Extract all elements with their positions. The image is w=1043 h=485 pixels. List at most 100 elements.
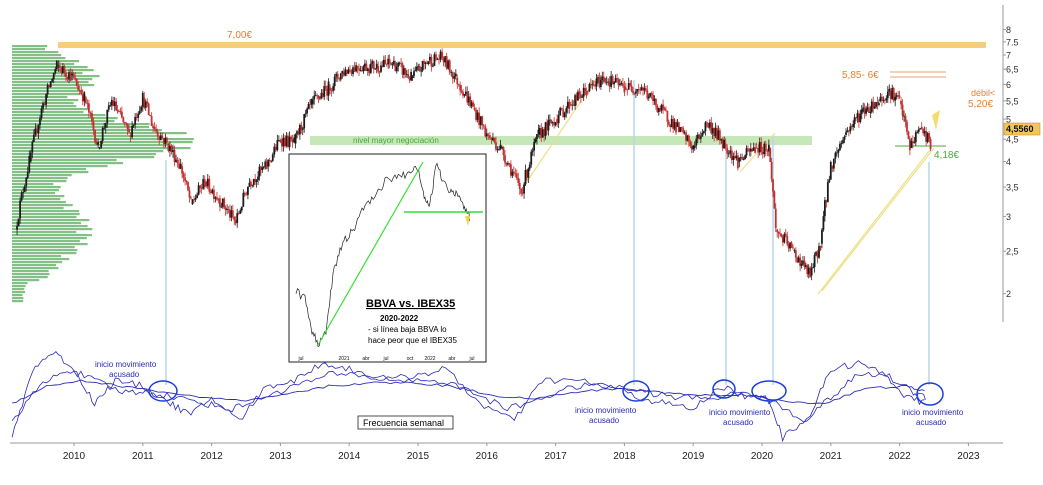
candle-body bbox=[776, 229, 779, 232]
volume-bar bbox=[12, 258, 70, 261]
candle-body bbox=[794, 250, 797, 258]
candle-body bbox=[633, 92, 636, 94]
candle-body bbox=[109, 105, 112, 107]
volume-bar bbox=[12, 273, 50, 276]
volume-bar bbox=[12, 213, 80, 216]
candle-body bbox=[837, 149, 840, 153]
candle-body bbox=[673, 122, 676, 129]
volume-bar bbox=[12, 111, 84, 114]
candle-body bbox=[917, 129, 920, 132]
volume-bar bbox=[12, 192, 56, 195]
candle-body bbox=[432, 65, 434, 67]
candle-body bbox=[646, 90, 649, 99]
candle-body bbox=[441, 51, 443, 58]
y-tick-label: 3,5 bbox=[1006, 183, 1019, 193]
candle-body bbox=[29, 152, 32, 162]
candle-body bbox=[57, 65, 60, 67]
candle-body bbox=[514, 173, 517, 175]
candle-body bbox=[387, 58, 390, 65]
candle-body bbox=[883, 100, 886, 102]
candle-body bbox=[319, 97, 321, 99]
candle-body bbox=[831, 166, 834, 169]
candle-body bbox=[578, 91, 581, 95]
candle-body bbox=[175, 159, 177, 163]
candle-body bbox=[150, 116, 153, 126]
candle-body bbox=[649, 92, 652, 97]
candle-body bbox=[301, 128, 304, 130]
volume-bar bbox=[12, 132, 187, 135]
candle-body bbox=[826, 181, 829, 203]
candle-body bbox=[518, 182, 521, 190]
candle-body bbox=[339, 73, 342, 80]
candle-body bbox=[829, 161, 832, 180]
inset-x-tick: abr bbox=[362, 356, 370, 362]
candle-body bbox=[359, 70, 362, 71]
candle-body bbox=[371, 61, 374, 64]
candle-body bbox=[172, 149, 174, 153]
candle-body bbox=[230, 210, 233, 218]
volume-bar bbox=[12, 54, 62, 57]
candle-body bbox=[466, 91, 469, 103]
candle-body bbox=[779, 233, 781, 235]
candle-body bbox=[741, 157, 744, 160]
candle-body bbox=[36, 128, 38, 134]
candle-body bbox=[196, 194, 198, 199]
candle-body bbox=[304, 113, 307, 115]
candle-body bbox=[260, 166, 262, 170]
candle-body bbox=[809, 267, 812, 278]
price-candles bbox=[16, 48, 932, 281]
candle-body bbox=[894, 96, 897, 101]
candle-body bbox=[156, 131, 159, 137]
vertical-markers bbox=[165, 80, 930, 385]
inset-x-tick: jul bbox=[297, 356, 303, 362]
volume-bar bbox=[12, 87, 78, 90]
candle-body bbox=[164, 137, 167, 144]
candle-body bbox=[231, 210, 234, 217]
candle-body bbox=[220, 206, 223, 208]
candle-body bbox=[710, 122, 713, 134]
candle-body bbox=[720, 138, 723, 141]
candle-body bbox=[46, 85, 49, 95]
candle-body bbox=[361, 70, 363, 72]
candle-body bbox=[258, 166, 261, 177]
candle-body bbox=[356, 66, 359, 69]
resistance-band bbox=[58, 42, 986, 48]
candle-body bbox=[294, 134, 297, 144]
volume-bar bbox=[12, 72, 83, 75]
candle-body bbox=[374, 68, 377, 70]
candle-body bbox=[802, 260, 804, 264]
candle-body bbox=[442, 57, 445, 63]
candle-body bbox=[316, 95, 318, 97]
candle-body bbox=[265, 161, 268, 169]
candle-body bbox=[800, 263, 803, 266]
candle-body bbox=[115, 101, 118, 111]
candle-body bbox=[338, 78, 341, 80]
candle-body bbox=[602, 76, 605, 82]
candle-body bbox=[577, 91, 579, 101]
candle-body bbox=[62, 66, 64, 74]
movement-label-line: inicio movimiento bbox=[902, 408, 964, 417]
candle-body bbox=[845, 132, 847, 135]
candle-body bbox=[856, 113, 859, 119]
candle-body bbox=[699, 136, 702, 139]
candle-body bbox=[496, 149, 499, 150]
candle-body bbox=[320, 92, 323, 98]
candle-body bbox=[860, 109, 863, 115]
candle-body bbox=[395, 66, 398, 72]
candle-body bbox=[77, 85, 80, 91]
candle-body bbox=[384, 59, 387, 64]
candle-body bbox=[821, 229, 823, 244]
candle-body bbox=[748, 149, 751, 152]
candle-body bbox=[685, 132, 687, 141]
candle-body bbox=[112, 100, 115, 107]
candle-body bbox=[281, 139, 283, 147]
volume-bar bbox=[12, 249, 78, 252]
candle-body bbox=[68, 72, 70, 80]
candle-body bbox=[769, 147, 772, 162]
candle-body bbox=[226, 209, 228, 211]
volume-zone-band bbox=[310, 136, 812, 145]
candle-body bbox=[926, 133, 929, 142]
candle-body bbox=[247, 186, 249, 195]
y-tick-label: 4 bbox=[1006, 157, 1011, 167]
candle-body bbox=[488, 135, 491, 139]
